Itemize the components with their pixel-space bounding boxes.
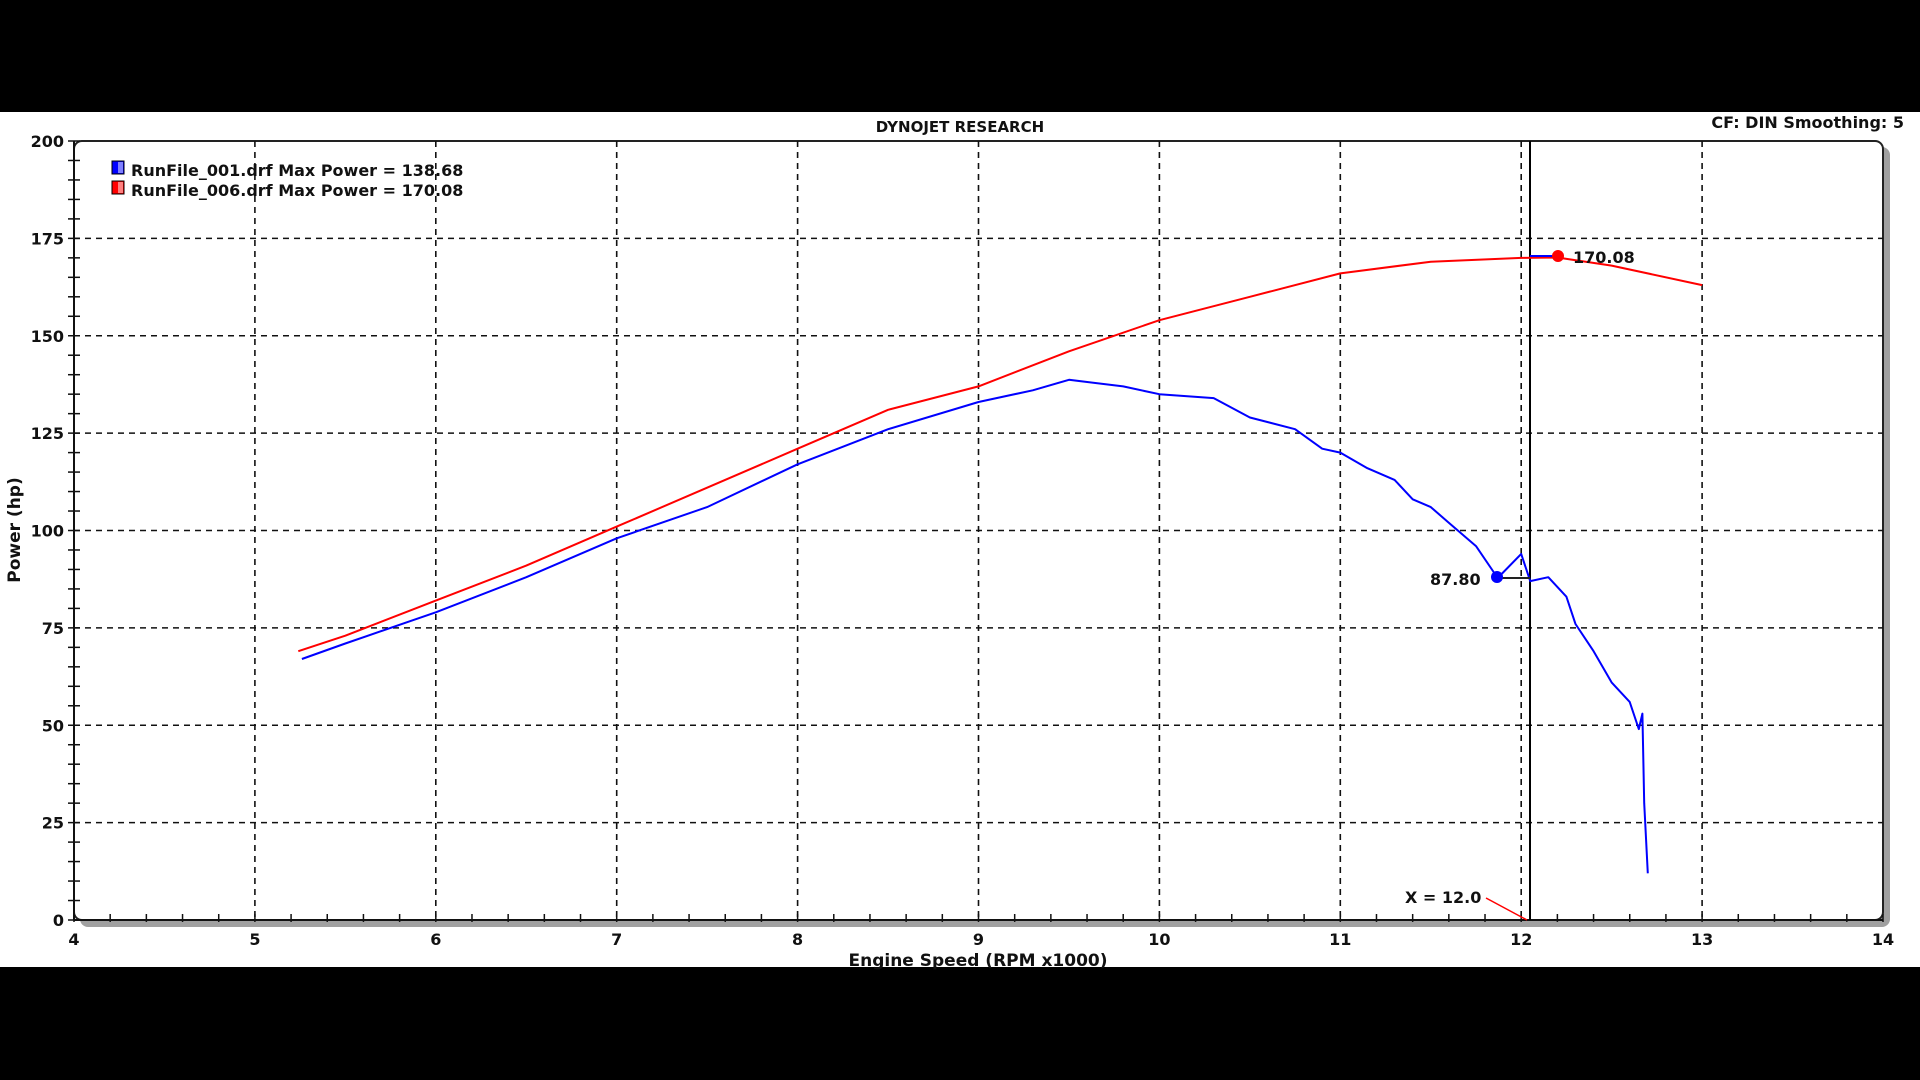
series-line-1 <box>297 256 1703 653</box>
x-axis-labels: 4 5 6 7 8 9 10 11 12 13 14 <box>68 930 1894 949</box>
series-lines <box>297 256 1703 874</box>
y-tick-label: 50 <box>42 716 64 735</box>
x-tick-label: 10 <box>1148 930 1170 949</box>
y-tick-label: 125 <box>31 424 64 443</box>
y-tick-label: 0 <box>53 911 64 930</box>
series-line-0 <box>301 378 1649 874</box>
x-tick-label: 6 <box>430 930 441 949</box>
x-tick-label: 5 <box>249 930 260 949</box>
blue-cursor-label: 87.80 <box>1430 570 1481 589</box>
grid-lines <box>74 141 1883 920</box>
y-tick-label: 200 <box>31 132 64 151</box>
cursor-x-label: X = 12.0 <box>1405 888 1481 907</box>
x-tick-label: 4 <box>68 930 79 949</box>
legend: RunFile_001.drf Max Power = 138.68 RunFi… <box>111 160 463 200</box>
blue-cursor-marker <box>1491 571 1503 583</box>
y-tick-label: 100 <box>31 522 64 541</box>
correction-info: CF: DIN Smoothing: 5 <box>1711 113 1904 132</box>
y-tick-label: 175 <box>31 229 64 248</box>
x-axis-title: Engine Speed (RPM x1000) <box>848 951 1107 971</box>
x-tick-label: 12 <box>1510 930 1532 949</box>
x-tick-label: 11 <box>1329 930 1351 949</box>
axis-ticks <box>68 140 1884 922</box>
chart-title: DYNOJET RESEARCH <box>875 118 1045 136</box>
x-tick-label: 13 <box>1691 930 1713 949</box>
y-tick-label: 150 <box>31 327 64 346</box>
x-tick-label: 9 <box>973 930 984 949</box>
y-axis-labels: 0 25 50 75 100 125 150 175 200 <box>31 132 64 930</box>
x-tick-label: 14 <box>1872 930 1894 949</box>
y-tick-label: 25 <box>42 814 64 833</box>
legend-item-runfile-006: RunFile_006.drf Max Power = 170.08 <box>131 181 463 200</box>
y-axis-title: Power (hp) <box>5 477 25 583</box>
legend-item-runfile-001: RunFile_001.drf Max Power = 138.68 <box>131 161 463 180</box>
x-tick-label: 7 <box>611 930 622 949</box>
red-peak-label: 170.08 <box>1573 248 1635 267</box>
red-peak-marker <box>1552 250 1564 262</box>
y-tick-label: 75 <box>42 619 64 638</box>
x-tick-label: 8 <box>792 930 803 949</box>
